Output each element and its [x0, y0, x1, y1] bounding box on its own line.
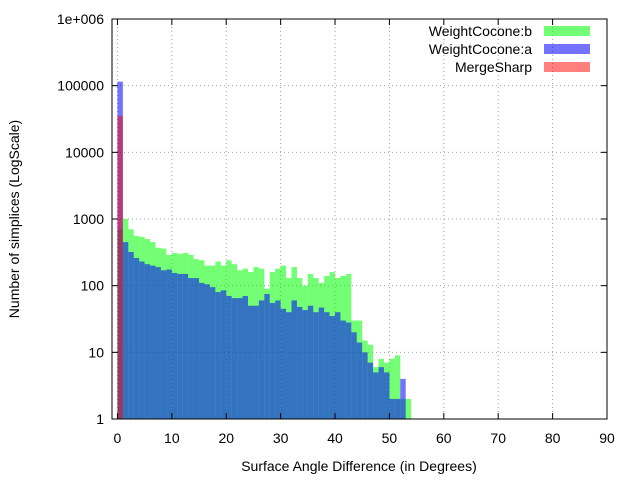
histogram-bar: [373, 372, 379, 419]
histogram-bar: [280, 308, 287, 419]
y-tick-label: 1: [96, 411, 104, 427]
histogram-bar: [394, 355, 401, 419]
x-tick-label: 0: [114, 430, 122, 446]
histogram-bar: [329, 316, 336, 419]
histogram-bar: [171, 272, 178, 419]
histogram-bar: [405, 398, 412, 419]
histogram-bar: [231, 298, 238, 419]
histogram-bar: [340, 320, 346, 419]
y-tick-label: 10000: [65, 144, 104, 160]
x-tick-label: 30: [273, 430, 289, 446]
x-tick-label: 80: [545, 430, 561, 446]
histogram-bar: [286, 312, 292, 419]
histogram-bar: [335, 312, 341, 419]
grid-lines: [112, 19, 607, 419]
histogram-bar: [400, 378, 406, 419]
histogram-bar: [117, 116, 123, 419]
histogram-bar: [258, 300, 265, 419]
histogram-bar: [237, 298, 243, 419]
histogram-bar: [264, 293, 270, 419]
histogram-bar: [275, 300, 281, 419]
legend-label: WeightCocone:b: [429, 23, 532, 39]
y-tick-label: 100000: [57, 78, 104, 94]
y-tick-label: 1e+006: [57, 11, 104, 27]
histogram-bar: [307, 305, 314, 419]
x-tick-label: 10: [164, 430, 180, 446]
histogram-bar: [215, 292, 221, 419]
histogram-bar: [269, 302, 276, 419]
legend-label: WeightCocone:a: [429, 41, 532, 57]
x-tick-label: 40: [327, 430, 343, 446]
histogram-bar: [139, 261, 145, 419]
histogram-bar: [188, 278, 194, 419]
histogram-bar: [193, 278, 200, 419]
y-tick-label: 1000: [73, 211, 104, 227]
histogram-bars: [117, 81, 412, 419]
histogram-bar: [199, 282, 205, 419]
histogram-bar: [367, 362, 374, 419]
histogram-bar: [296, 306, 303, 419]
histogram-bar: [209, 287, 216, 419]
histogram-bar: [166, 269, 172, 419]
x-tick-label: 20: [218, 430, 234, 446]
x-tick-label: 70: [490, 430, 506, 446]
histogram-bar: [155, 267, 161, 419]
histogram-bar: [242, 295, 248, 419]
histogram-bar: [177, 273, 183, 419]
histogram-bar: [351, 332, 357, 419]
histogram-bar: [324, 312, 330, 419]
y-tick-label: 10: [88, 344, 104, 360]
x-tick-label: 60: [436, 430, 452, 446]
histogram-bar: [122, 242, 129, 419]
axis-ticks: 0 10 20 30 40 50 60 70 80 90 1 10 100 1000 10000 100000…: [57, 11, 615, 446]
series-2-bars: [117, 116, 123, 419]
histogram-bar: [144, 264, 151, 419]
x-tick-label: 90: [599, 430, 615, 446]
x-axis-label: Surface Angle Difference (in Degrees): [241, 458, 477, 474]
histogram-bar: [204, 284, 210, 419]
histogram-bar: [128, 251, 134, 419]
histogram-bar: [220, 290, 227, 419]
histogram-bar: [389, 358, 395, 419]
histogram-bar: [182, 273, 189, 419]
histogram-bar: [378, 367, 384, 419]
x-tick-label: 50: [382, 430, 398, 446]
histogram-bar: [356, 342, 363, 419]
histogram-bar: [133, 258, 140, 419]
histogram-bar: [253, 305, 259, 419]
legend-swatch: [544, 44, 590, 54]
legend: WeightCocone:b WeightCocone:a MergeSharp: [429, 23, 590, 75]
legend-swatch: [544, 62, 590, 72]
histogram-bar: [394, 398, 401, 419]
histogram-bar: [302, 310, 308, 419]
histogram-bar: [247, 305, 254, 419]
histogram-bar: [383, 372, 390, 419]
legend-label: MergeSharp: [455, 59, 532, 75]
histogram-bar: [150, 265, 156, 419]
histogram-bar: [313, 312, 319, 419]
histogram-bar: [318, 307, 325, 419]
histogram-bar: [160, 270, 167, 419]
histogram-bar: [345, 322, 352, 419]
y-axis-label: Number of simplices (LogScale): [6, 120, 22, 318]
histogram-bar: [362, 352, 368, 419]
histogram-bar: [291, 300, 297, 419]
histogram-bar: [226, 295, 232, 419]
legend-swatch: [544, 26, 590, 36]
histogram-bar: [389, 398, 395, 419]
y-tick-label: 100: [81, 278, 105, 294]
